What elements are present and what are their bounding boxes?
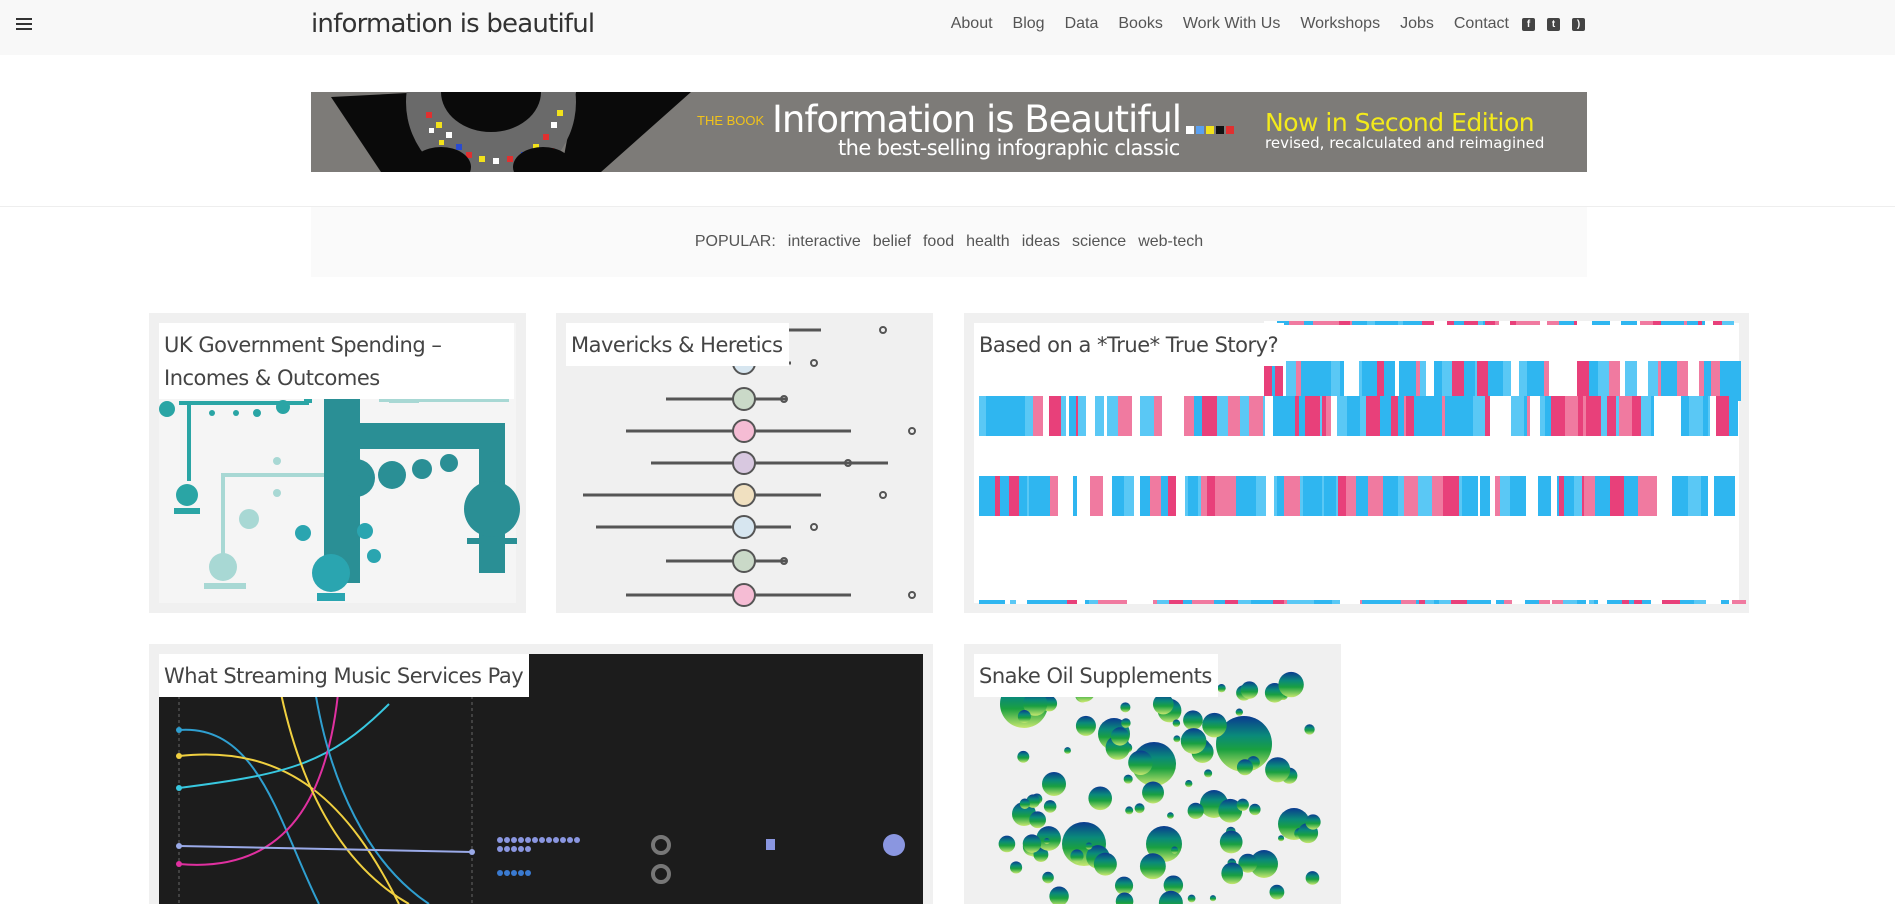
tag-web-tech[interactable]: web-tech bbox=[1138, 233, 1204, 250]
hamburger-menu-icon[interactable] bbox=[16, 16, 32, 32]
site-header: information is beautiful About Blog Data… bbox=[0, 0, 1895, 55]
banner-edition: Now in Second Edition bbox=[1265, 108, 1535, 137]
card-title: Based on a *True* True Story? bbox=[974, 323, 1285, 366]
tag-belief[interactable]: belief bbox=[872, 233, 911, 250]
twitter-icon[interactable]: t bbox=[1547, 17, 1560, 31]
main-nav: About Blog Data Books Work With Us Works… bbox=[931, 15, 1585, 33]
card-streaming-music[interactable]: What Streaming Music Services Pay bbox=[149, 644, 933, 904]
card-true-story[interactable]: Based on a *True* True Story? bbox=[964, 313, 1749, 613]
card-uk-government-spending[interactable]: UK Government Spending – Incomes & Outco… bbox=[149, 313, 526, 613]
banner-label: THE BOOK bbox=[697, 113, 765, 128]
tag-ideas[interactable]: ideas bbox=[1021, 233, 1060, 250]
nav-jobs[interactable]: Jobs bbox=[1400, 15, 1434, 32]
pay-dots bbox=[497, 837, 580, 876]
card-mavericks-heretics[interactable]: Mavericks & Heretics bbox=[556, 313, 933, 613]
tag-science[interactable]: science bbox=[1071, 233, 1127, 250]
nav-workshops[interactable]: Workshops bbox=[1300, 15, 1381, 32]
true-story-thumbnail bbox=[974, 321, 1746, 604]
tag-interactive[interactable]: interactive bbox=[787, 233, 861, 250]
card-snake-oil[interactable]: Snake Oil Supplements bbox=[964, 644, 1341, 904]
book-cover-art bbox=[331, 92, 691, 172]
nav-work-with-us[interactable]: Work With Us bbox=[1182, 15, 1281, 32]
banner-color-squares bbox=[1186, 126, 1234, 134]
nav-data[interactable]: Data bbox=[1064, 15, 1099, 32]
card-title: What Streaming Music Services Pay bbox=[159, 654, 530, 697]
popular-tags-bar: POPULAR: interactive belief food health … bbox=[311, 207, 1587, 277]
nav-contact[interactable]: Contact bbox=[1453, 15, 1509, 32]
card-title: UK Government Spending – Incomes & Outco… bbox=[159, 323, 514, 399]
banner-subtitle: the best-selling infographic classic bbox=[838, 136, 1180, 160]
site-logo[interactable]: information is beautiful bbox=[311, 9, 595, 39]
nav-books[interactable]: Books bbox=[1118, 15, 1163, 32]
banner-title: Information is Beautiful bbox=[772, 98, 1182, 141]
rss-icon[interactable]: ) bbox=[1572, 17, 1585, 31]
card-title: Mavericks & Heretics bbox=[566, 323, 789, 366]
tag-health[interactable]: health bbox=[966, 233, 1010, 250]
book-banner[interactable]: THE BOOK Information is Beautiful the be… bbox=[311, 92, 1587, 172]
card-title: Snake Oil Supplements bbox=[974, 654, 1218, 697]
banner-edition-sub: revised, recalculated and reimagined bbox=[1265, 134, 1545, 152]
facebook-icon[interactable]: f bbox=[1522, 17, 1535, 31]
nav-blog[interactable]: Blog bbox=[1012, 15, 1045, 32]
tag-food[interactable]: food bbox=[922, 233, 955, 250]
nav-about[interactable]: About bbox=[950, 15, 993, 32]
popular-label: POPULAR: bbox=[694, 233, 776, 250]
true-story-bars bbox=[979, 321, 1746, 604]
section-divider bbox=[0, 206, 1895, 207]
